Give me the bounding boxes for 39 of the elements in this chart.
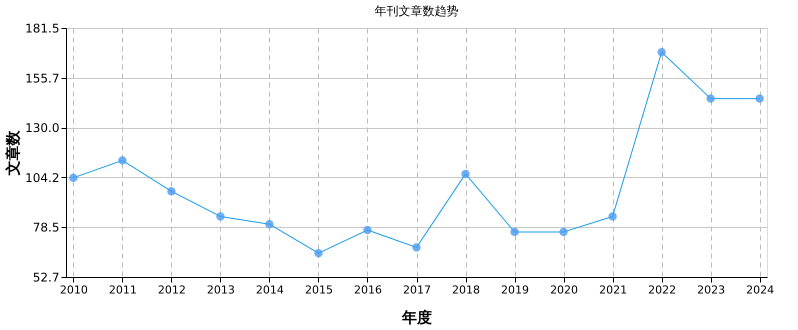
x-axis-title: 年度 <box>401 308 432 326</box>
point <box>608 212 617 221</box>
x-tick-label: 2023 <box>697 284 726 296</box>
point <box>314 249 323 258</box>
x-tick-label: 2013 <box>206 284 235 296</box>
y-tick-label: 155.7 <box>25 71 60 86</box>
point <box>412 243 421 252</box>
point <box>559 228 568 236</box>
x-tick-label: 2019 <box>501 284 530 296</box>
x-tick-label: 2016 <box>354 284 382 296</box>
x-tick-label: 2020 <box>550 284 578 296</box>
y-tick-label: 181.5 <box>25 22 60 36</box>
x-tick-label: 2015 <box>304 284 333 296</box>
point <box>510 228 519 236</box>
x-tick-label: 2017 <box>403 284 431 296</box>
y-tick-label: 78.5 <box>32 220 60 235</box>
y-tick-label: 130.0 <box>25 121 60 136</box>
point <box>363 226 372 234</box>
x-tick-label: 2018 <box>452 284 480 296</box>
point <box>265 220 274 228</box>
point <box>216 212 225 221</box>
point <box>167 187 176 196</box>
x-tick-label: 2010 <box>60 284 88 296</box>
y-tick-label: 104.2 <box>25 170 60 185</box>
point <box>657 48 666 56</box>
point <box>461 170 470 178</box>
y-tick-label: 52.7 <box>32 270 60 284</box>
y-axis-title: 文章数 <box>4 130 22 176</box>
point <box>118 156 127 165</box>
x-tick-label: 2022 <box>648 284 676 296</box>
x-tick-label: 2012 <box>158 284 186 296</box>
x-tick-label: 2024 <box>746 284 774 296</box>
point <box>69 174 78 182</box>
x-tick-label: 2014 <box>256 284 284 296</box>
chart-title: 年刊文章数趋势 <box>374 4 458 18</box>
point <box>706 94 715 103</box>
x-tick-label: 2021 <box>599 284 628 296</box>
point <box>755 94 764 103</box>
x-tick-label: 2011 <box>108 284 137 296</box>
